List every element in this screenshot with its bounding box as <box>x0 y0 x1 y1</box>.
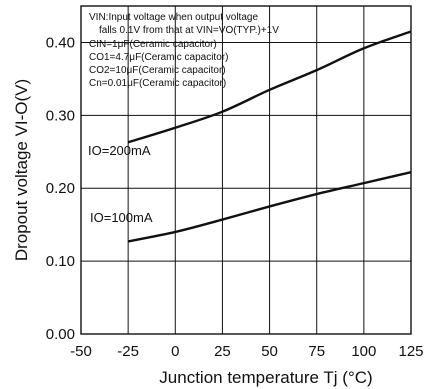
note-line-3: CIN=1μF(Ceramic capacitor) <box>89 39 217 50</box>
series-line-100ma <box>127 171 412 243</box>
x-tick-label: 125 <box>398 343 423 360</box>
series-label-100ma: IO=100mA <box>90 210 153 225</box>
conditions-note: VIN:Input voltage when output voltage fa… <box>89 12 279 89</box>
y-tick-label: 0.40 <box>46 34 75 51</box>
x-tick-label: -50 <box>70 343 92 360</box>
grid-lines <box>81 6 411 334</box>
x-tick-label: 75 <box>308 343 325 360</box>
note-line-1: VIN:Input voltage when output voltage <box>89 12 258 23</box>
x-tick-label: 25 <box>214 343 231 360</box>
series-label-200ma: IO=200mA <box>88 143 151 158</box>
x-tick-label: 50 <box>261 343 278 360</box>
note-line-2: falls 0.1V from that at VIN=VO(TYP.)+1V <box>99 25 279 36</box>
x-tick-label: 0 <box>171 343 179 360</box>
y-tick-label: 0.00 <box>46 326 75 343</box>
y-tick-label: 0.30 <box>46 107 75 124</box>
y-tick-label: 0.20 <box>46 180 75 197</box>
y-tick-label: 0.10 <box>46 253 75 270</box>
x-axis-title: Junction temperature Tj (°C) <box>159 368 372 387</box>
x-tick-label: 100 <box>351 343 376 360</box>
x-tick-label: -25 <box>117 343 139 360</box>
note-line-6: Cn=0.01μF(Ceramic capacitor) <box>89 78 226 89</box>
tick-labels: -50 -25 0 25 50 75 100 125 0.00 0.10 0.20 0.30 0.40 <box>46 34 424 360</box>
note-line-5: CO2=10μF(Ceramic capacitor) <box>89 65 226 76</box>
plot-frame <box>80 5 412 335</box>
note-line-4: CO1=4.7μF(Ceramic capacitor) <box>89 52 228 63</box>
series-line-200ma <box>127 30 412 144</box>
y-axis-title: Dropout voltage VI-O(V) <box>12 79 31 261</box>
series-curves <box>127 30 412 243</box>
